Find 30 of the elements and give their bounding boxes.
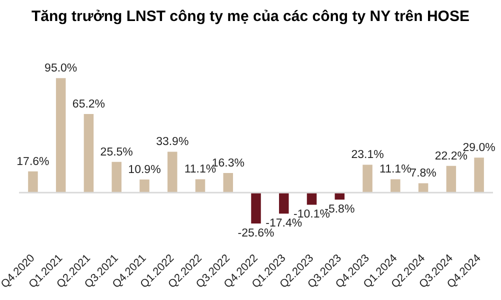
bar [362, 164, 372, 193]
data-label: 33.9% [156, 136, 189, 148]
bar [195, 179, 206, 193]
chart-title: Tăng trưởng LNST công ty mẹ của các công ty NY trên HOSE [30, 7, 470, 27]
bar [84, 114, 94, 193]
data-label: 7.8% [410, 168, 436, 180]
data-label: 11.1% [380, 164, 412, 176]
bar [112, 162, 122, 193]
data-label: 65.2% [72, 98, 106, 110]
data-label: -25.6% [238, 227, 274, 240]
bar [446, 166, 456, 193]
data-label: 11.1% [184, 164, 216, 176]
bar [167, 152, 178, 193]
data-label: 25.5% [100, 146, 133, 158]
bar [56, 78, 66, 193]
data-label: -17.4% [266, 218, 302, 230]
data-label: 23.1% [351, 149, 384, 162]
data-label: 10.9% [128, 164, 161, 176]
bar [279, 192, 289, 214]
bar [306, 192, 317, 205]
bar [28, 171, 38, 193]
bar [223, 172, 234, 193]
bar [418, 183, 428, 193]
bar [251, 192, 261, 224]
bar [390, 179, 400, 193]
bar [140, 179, 150, 193]
bar [474, 158, 484, 193]
data-label: 95.0% [44, 62, 78, 75]
data-label: 22.2% [434, 150, 468, 162]
data-label: 17.6% [16, 156, 50, 168]
